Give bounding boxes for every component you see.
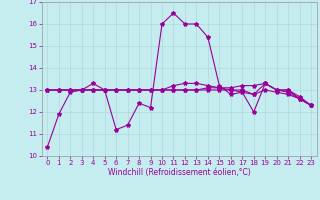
- X-axis label: Windchill (Refroidissement éolien,°C): Windchill (Refroidissement éolien,°C): [108, 168, 251, 177]
